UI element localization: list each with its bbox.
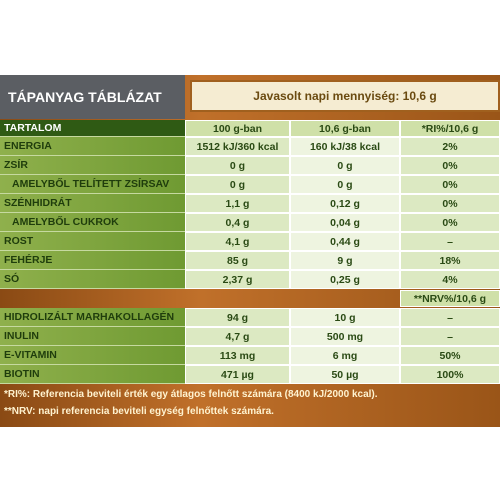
row-label: ENERGIA [0, 137, 185, 156]
row-label: HIDROLIZÁLT MARHAKOLLAGÉN [0, 308, 185, 327]
cell: 6 mg [290, 346, 400, 365]
cell: 160 kJ/38 kcal [290, 137, 400, 156]
row-label: ROST [0, 232, 185, 251]
row-label: ZSÍR [0, 156, 185, 175]
title: TÁPANYAG TÁBLÁZAT [0, 75, 185, 119]
cell: 2% [400, 137, 500, 156]
cell: 0,04 g [290, 213, 400, 232]
cell: 10 g [290, 308, 400, 327]
cell: 0 g [185, 156, 290, 175]
cell: 0% [400, 156, 500, 175]
cell: 0% [400, 213, 500, 232]
row-label: FEHÉRJE [0, 251, 185, 270]
row-label: BIOTIN [0, 365, 185, 384]
column-header: TARTALOM [0, 120, 185, 137]
cell: 113 mg [185, 346, 290, 365]
footnote: **NRV: napi referencia beviteli egység f… [4, 405, 274, 417]
cell: 100% [400, 365, 500, 384]
cell: 0,12 g [290, 194, 400, 213]
cell: 0,25 g [290, 270, 400, 289]
cell: 9 g [290, 251, 400, 270]
cell: – [400, 327, 500, 346]
cell: 50% [400, 346, 500, 365]
row-label: INULIN [0, 327, 185, 346]
cell: 0,4 g [185, 213, 290, 232]
cell: 4% [400, 270, 500, 289]
column-header: 100 g-ban [185, 120, 290, 137]
row-label: AMELYBŐL TELÍTETT ZSÍRSAV [0, 175, 185, 194]
row-label: AMELYBŐL CUKROK [0, 213, 185, 232]
cell: 18% [400, 251, 500, 270]
cell: 0 g [185, 175, 290, 194]
cell: 471 µg [185, 365, 290, 384]
cell: 1,1 g [185, 194, 290, 213]
column-header: 10,6 g-ban [290, 120, 400, 137]
cell: – [400, 308, 500, 327]
cell: 1512 kJ/360 kcal [185, 137, 290, 156]
cell: 0 g [290, 175, 400, 194]
row-label: E-VITAMIN [0, 346, 185, 365]
cell: 2,37 g [185, 270, 290, 289]
cell: 0 g [290, 156, 400, 175]
column-header: *RI%/10,6 g [400, 120, 500, 137]
cell: 85 g [185, 251, 290, 270]
cell: 500 mg [290, 327, 400, 346]
nrv-header: **NRV%/10,6 g [400, 290, 500, 307]
cell: 4,7 g [185, 327, 290, 346]
cell: 0% [400, 175, 500, 194]
cell: – [400, 232, 500, 251]
serving: Javasolt napi mennyiség: 10,6 g [190, 80, 500, 112]
cell: 4,1 g [185, 232, 290, 251]
footnote: *RI%: Referencia beviteli érték egy átla… [4, 388, 378, 400]
cell: 50 µg [290, 365, 400, 384]
cell: 0,44 g [290, 232, 400, 251]
row-label: SZÉNHIDRÁT [0, 194, 185, 213]
row-label: SÓ [0, 270, 185, 289]
cell: 0% [400, 194, 500, 213]
cell: 94 g [185, 308, 290, 327]
